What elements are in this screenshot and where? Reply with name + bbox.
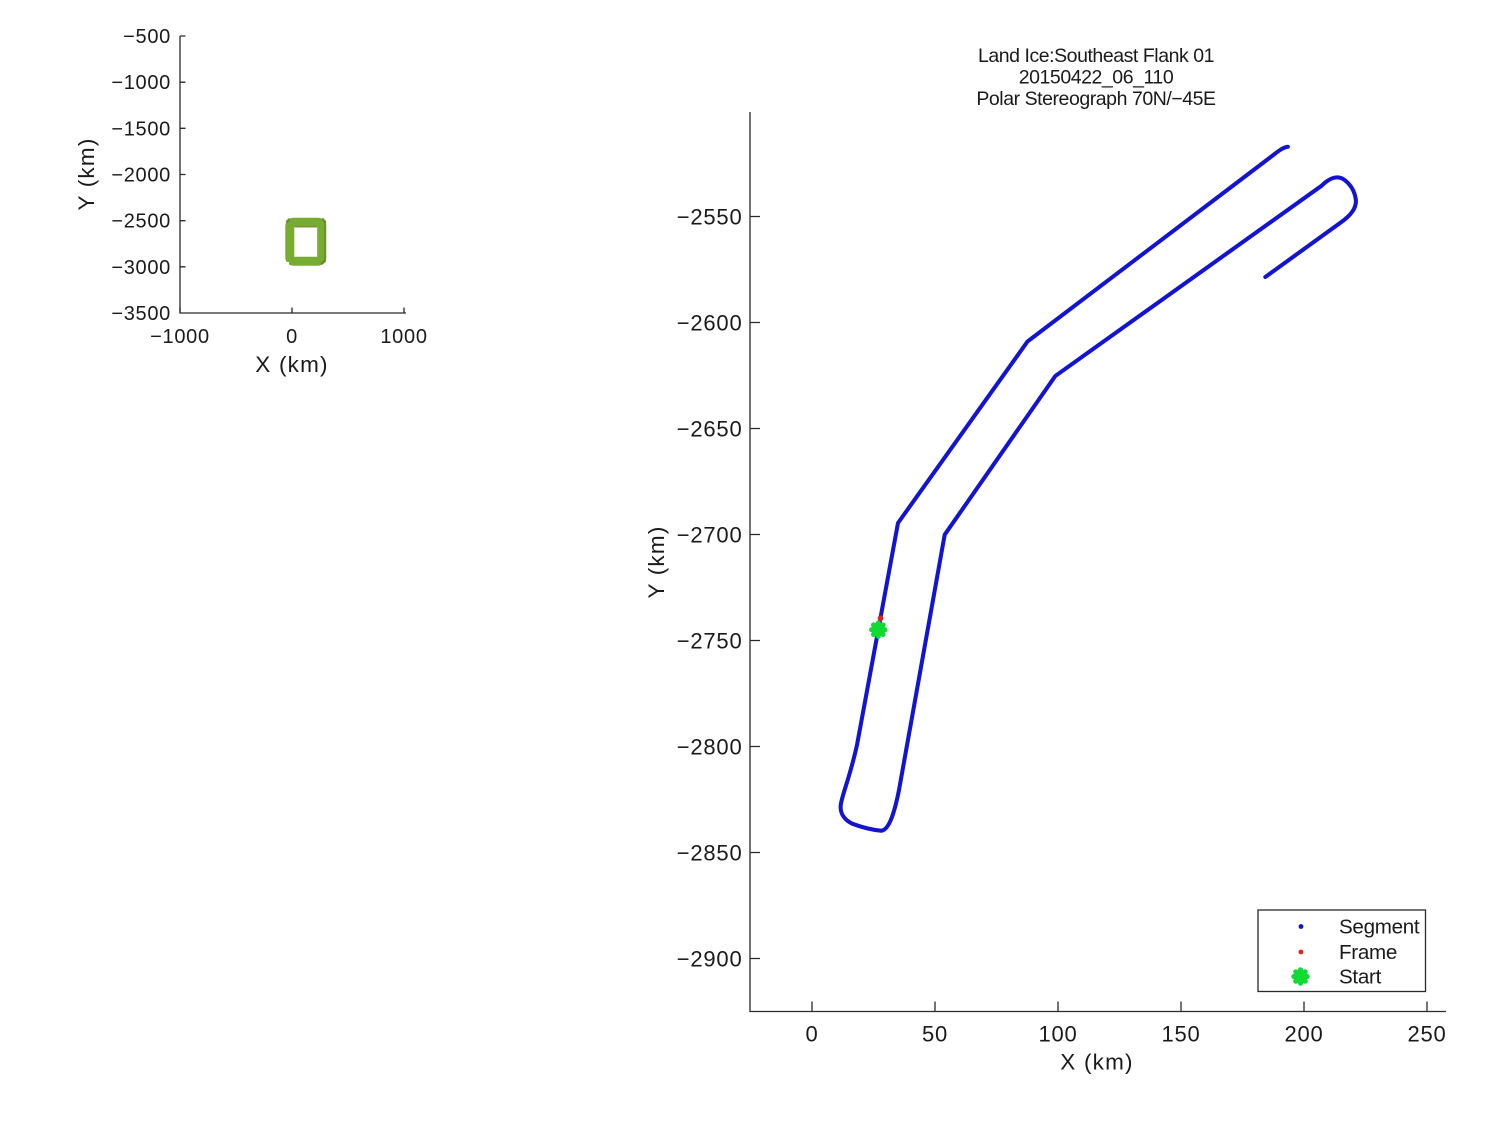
svg-text:Frame: Frame — [1339, 941, 1397, 964]
svg-text:100: 100 — [1038, 1021, 1077, 1046]
svg-text:250: 250 — [1407, 1021, 1446, 1046]
svg-text:−500: −500 — [123, 26, 171, 48]
svg-text:Segment: Segment — [1339, 916, 1420, 939]
svg-text:Y (km): Y (km) — [644, 525, 669, 598]
svg-text:X (km): X (km) — [255, 352, 328, 377]
svg-text:−3000: −3000 — [111, 257, 171, 279]
svg-text:Start: Start — [1339, 966, 1382, 989]
svg-text:200: 200 — [1284, 1021, 1323, 1046]
svg-text:−1500: −1500 — [111, 118, 171, 140]
svg-text:0: 0 — [286, 326, 298, 348]
svg-text:−2500: −2500 — [111, 211, 171, 233]
svg-text:1000: 1000 — [380, 326, 427, 348]
svg-text:−1000: −1000 — [150, 326, 210, 348]
svg-text:−3500: −3500 — [111, 303, 171, 325]
svg-text:−2900: −2900 — [677, 947, 743, 972]
svg-text:−2800: −2800 — [677, 735, 743, 760]
svg-text:−2850: −2850 — [677, 841, 743, 866]
svg-text:20150422_06_110: 20150422_06_110 — [1019, 67, 1174, 89]
svg-text:−2650: −2650 — [677, 417, 743, 442]
svg-text:0: 0 — [805, 1021, 818, 1046]
svg-text:150: 150 — [1161, 1021, 1200, 1046]
svg-text:Polar Stereograph 70N/−45E: Polar Stereograph 70N/−45E — [976, 88, 1216, 110]
svg-text:−2700: −2700 — [677, 523, 743, 548]
svg-text:−2750: −2750 — [677, 629, 743, 654]
svg-text:Y (km): Y (km) — [74, 137, 99, 210]
svg-text:−1000: −1000 — [111, 72, 171, 94]
svg-text:−2600: −2600 — [677, 311, 743, 336]
svg-text:X (km): X (km) — [1060, 1050, 1133, 1075]
svg-text:50: 50 — [922, 1021, 948, 1046]
svg-text:Land Ice:Southeast Flank 01: Land Ice:Southeast Flank 01 — [978, 45, 1214, 67]
svg-text:−2000: −2000 — [111, 165, 171, 187]
svg-text:−2550: −2550 — [677, 205, 743, 230]
